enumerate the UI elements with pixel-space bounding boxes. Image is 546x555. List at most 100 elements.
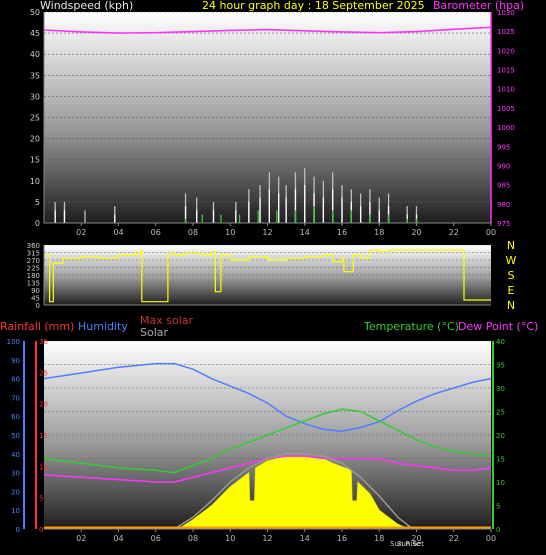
compass-label-w: W [506,254,517,267]
humidity-tick-label: 40 [11,451,20,459]
barometer-tick-label: 990 [497,162,510,170]
rainfall-tick-label: 30 [39,338,48,346]
temperature-tick-label: 40 [496,338,505,346]
lower-x-tick-label: 06 [151,534,161,543]
windspeed-tick-label: 35 [30,71,40,80]
compass-label-n: N [507,299,515,312]
top-x-tick-label: 08 [188,228,198,237]
lower-x-tick-label: 10 [225,534,235,543]
temperature-tick-label: 10 [496,479,505,487]
lower-x-tick-label: 22 [449,534,459,543]
chart-title: 24 hour graph day : 18 September 2025 [202,0,425,12]
humidity-line [43,362,492,432]
windspeed-tick-label: 30 [30,92,40,101]
humidity-tick-label: 0 [16,526,20,534]
wind-baro-plot-area [44,12,491,223]
humidity-tick-label: 80 [11,376,20,384]
max-solar-line [174,453,414,530]
humidity-tick-label: 30 [11,470,20,478]
lower-x-tick-label: 14 [300,534,310,543]
rainfall-tick-label: 5 [39,495,43,503]
lower-x-tick-label: 18 [374,534,384,543]
windspeed-tick-label: 45 [30,29,40,38]
top-x-tick-label: 14 [300,228,310,237]
humidity-tick-label: 20 [11,488,20,496]
top-x-tick-label: 20 [411,228,421,237]
humidity-tick-label: 10 [11,507,20,515]
temperature-axis-label: Temperature (°C) [363,320,459,333]
temperature-tick-label: 15 [496,456,505,464]
wind-direction-line [45,249,491,303]
humidity-legend-label: Humidity [78,320,128,333]
direction-tick-label: 135 [27,280,40,288]
solar-legend-label: Solar [140,326,169,339]
windspeed-tick-label: 40 [30,50,40,59]
barometer-tick-label: 1030 [497,9,515,17]
lower-x-tick-label: 02 [76,534,86,543]
barometer-line [43,26,492,34]
barometer-tick-label: 980 [497,201,510,209]
direction-plot-area [44,245,491,305]
direction-tick-label: 0 [36,302,40,310]
temperature-line [43,408,492,474]
rainfall-axis-label: Rainfall (mm) [0,320,74,333]
direction-tick-label: 360 [27,242,40,250]
top-x-tick-label: 12 [262,228,272,237]
dew-point-axis-label: Dew Point (°C) [458,320,538,333]
lower-x-tick-label: 16 [337,534,347,543]
top-x-tick-label: 10 [225,228,235,237]
direction-tick-label: 90 [31,287,40,295]
humidity-tick-label: 70 [11,394,20,402]
barometer-tick-label: 1015 [497,67,515,75]
rainfall-tick-label: 15 [39,432,48,440]
barometer-tick-label: 995 [497,143,510,151]
humidity-tick-label: 90 [11,357,20,365]
barometer-tick-label: 1000 [497,124,515,132]
humidity-tick-label: 100 [7,338,20,346]
lower-x-tick-label: 20 [411,534,421,543]
temperature-tick-label: 5 [496,503,500,511]
sunset-label: Sun Set [397,540,424,548]
direction-tick-label: 45 [31,295,40,303]
barometer-tick-label: 975 [497,220,510,228]
windspeed-tick-label: 15 [30,156,40,165]
top-x-tick-label: 06 [151,228,161,237]
top-x-tick-label: 16 [337,228,347,237]
lower-x-tick-label: 08 [188,534,198,543]
humidity-tick-label: 50 [11,432,20,440]
barometer-tick-label: 985 [497,182,510,190]
lower-x-tick-label: 04 [113,534,123,543]
temperature-tick-label: 20 [496,432,505,440]
top-x-tick-label: 22 [449,228,459,237]
temperature-tick-label: 25 [496,409,505,417]
rainfall-tick-label: 25 [39,369,48,377]
top-x-tick-label: 04 [113,228,123,237]
windspeed-tick-label: 25 [30,114,40,123]
sunrise-label: Sun Rise [390,540,420,548]
barometer-tick-label: 1020 [497,47,515,55]
top-x-tick-label: 00 [486,228,496,237]
windspeed-tick-label: 50 [30,8,40,17]
lower-x-tick-label: 00 [486,534,496,543]
max-solar-legend-label: Max solar [140,314,193,327]
humidity-tick-label: 60 [11,413,20,421]
windspeed-tick-label: 20 [30,135,40,144]
compass-label-s: S [508,269,515,282]
top-x-tick-label: 02 [76,228,86,237]
barometer-tick-label: 1010 [497,86,515,94]
rainfall-tick-label: 0 [39,526,43,534]
temperature-tick-label: 35 [496,362,505,370]
windspeed-tick-label: 0 [35,219,40,228]
direction-tick-label: 315 [27,250,40,258]
direction-tick-label: 180 [27,272,40,280]
compass-label-e: E [508,284,515,297]
dew-point-line [43,455,492,483]
rainfall-tick-label: 20 [39,401,48,409]
direction-tick-label: 225 [27,265,40,273]
temperature-tick-label: 30 [496,385,505,393]
windspeed-axis-label: Windspeed (kph) [40,0,133,12]
barometer-tick-label: 1025 [497,28,515,36]
lower-x-tick-label: 12 [262,534,272,543]
temperature-tick-label: 0 [496,526,500,534]
